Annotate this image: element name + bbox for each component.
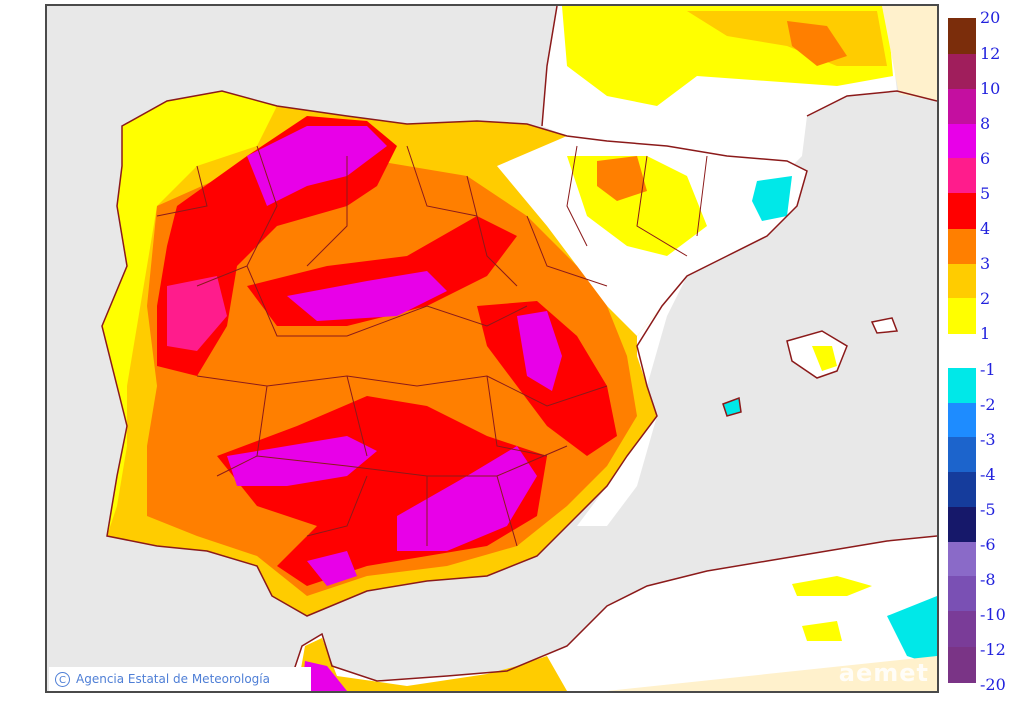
legend-label: 20 <box>980 8 1001 27</box>
legend-swatch-8 <box>948 124 976 158</box>
legend-label: 8 <box>980 114 991 133</box>
africa-coast <box>286 535 937 691</box>
legend-label: -8 <box>980 570 996 589</box>
legend-swatch-neg4 <box>948 472 976 507</box>
legend-label: 4 <box>980 219 991 238</box>
south-magenta <box>307 551 357 586</box>
legend-swatch-neg2 <box>948 403 976 437</box>
nw-magenta <box>167 276 227 351</box>
map-graphic <box>101 6 937 691</box>
legend-label: -10 <box>980 605 1006 624</box>
ibiza <box>722 396 742 417</box>
legend-label: -3 <box>980 430 996 449</box>
legend-label: 2 <box>980 289 991 308</box>
legend-label: -5 <box>980 500 996 519</box>
africa-yellow-2 <box>802 621 842 641</box>
legend-label: -4 <box>980 465 996 484</box>
legend-swatch-10 <box>948 89 976 124</box>
legend-swatch-neg5 <box>948 507 976 542</box>
legend-swatch-12 <box>948 54 976 89</box>
legend-label: -1 <box>980 360 996 379</box>
color-legend: 20 12 10 8 6 5 4 3 2 1 -1 -2 -3 -4 -5 -6… <box>948 0 1024 720</box>
legend-swatch-6 <box>948 158 976 193</box>
credit-text: Agencia Estatal de Meteorología <box>76 672 270 686</box>
legend-swatch-neg10 <box>948 611 976 647</box>
menorca <box>870 317 899 334</box>
legend-label: -2 <box>980 395 996 414</box>
coastline <box>101 90 808 617</box>
mallorca-yellow <box>812 346 837 371</box>
africa-yellow-west <box>297 638 567 691</box>
outside-land <box>882 6 937 101</box>
legend-swatch-neg1 <box>948 368 976 403</box>
legend-label: 10 <box>980 79 1001 98</box>
france-deep-orange <box>787 21 847 66</box>
legend-label: 3 <box>980 254 991 273</box>
africa-yellow-1 <box>792 576 872 596</box>
ne-cyan-area <box>752 176 792 221</box>
africa-land <box>287 536 937 691</box>
legend-label: 6 <box>980 149 991 168</box>
north-magenta <box>247 126 387 206</box>
west-yellow <box>102 91 277 536</box>
legend-swatch-neg6 <box>948 542 976 576</box>
africa-outside <box>607 656 937 691</box>
legend-swatch-5 <box>948 193 976 229</box>
legend-swatch-2 <box>948 298 976 334</box>
africa-cyan <box>887 596 937 666</box>
legend-swatch-3 <box>948 264 976 298</box>
legend-swatch-neg8 <box>948 576 976 611</box>
legend-swatch-4 <box>948 229 976 264</box>
legend-label: -20 <box>980 675 1006 694</box>
legend-label: -12 <box>980 640 1006 659</box>
valencia-white-coast <box>637 276 687 386</box>
copyright-icon: C <box>55 671 70 687</box>
central-magenta <box>287 271 447 321</box>
region-borders <box>156 145 708 547</box>
anomaly-map: C Agencia Estatal de Meteorología aemet <box>45 4 939 693</box>
legend-swatch-neg3 <box>948 437 976 472</box>
legend-swatch-neg12 <box>948 647 976 683</box>
legend-label: -6 <box>980 535 996 554</box>
credit-label: C Agencia Estatal de Meteorología <box>49 667 311 691</box>
legend-label: 1 <box>980 324 991 343</box>
legend-label: 12 <box>980 44 1001 63</box>
africa-magenta <box>302 661 347 691</box>
legend-swatch-20 <box>948 18 976 54</box>
se-magenta <box>397 446 537 551</box>
ne-orange-area <box>597 156 647 201</box>
france-border <box>541 6 937 127</box>
east-magenta <box>517 311 562 391</box>
legend-label: 5 <box>980 184 991 203</box>
aemet-watermark: aemet <box>838 659 929 687</box>
